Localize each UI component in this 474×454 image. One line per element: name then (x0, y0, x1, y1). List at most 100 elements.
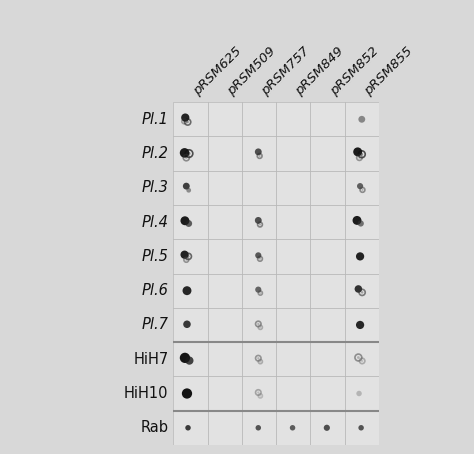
Circle shape (183, 183, 190, 190)
Bar (345, 102, 379, 136)
Circle shape (259, 155, 261, 157)
Text: Rab: Rab (140, 420, 169, 435)
Bar (310, 205, 345, 239)
Circle shape (357, 183, 363, 189)
Text: HiH10: HiH10 (124, 386, 169, 401)
Circle shape (259, 292, 261, 294)
Circle shape (355, 285, 362, 293)
Bar (208, 205, 242, 239)
Bar (276, 239, 310, 273)
Circle shape (360, 153, 363, 156)
Circle shape (181, 216, 190, 225)
Circle shape (186, 188, 191, 192)
Bar (173, 171, 208, 205)
Circle shape (362, 189, 364, 191)
Text: pRSM852: pRSM852 (328, 44, 381, 98)
Circle shape (357, 356, 360, 359)
Circle shape (187, 255, 190, 257)
Circle shape (324, 424, 330, 431)
Circle shape (185, 157, 188, 159)
Bar (276, 273, 310, 308)
Circle shape (182, 286, 191, 295)
Bar (276, 376, 310, 410)
Text: pRSM509: pRSM509 (225, 44, 278, 98)
Text: Pl.1: Pl.1 (142, 112, 169, 127)
Circle shape (182, 388, 192, 399)
Text: Pl.7: Pl.7 (142, 317, 169, 332)
Circle shape (259, 258, 261, 260)
Bar (242, 376, 276, 410)
Text: pRSM625: pRSM625 (191, 44, 244, 98)
Bar (310, 273, 345, 308)
Bar (242, 273, 276, 308)
Circle shape (185, 259, 187, 261)
Circle shape (361, 360, 363, 362)
Circle shape (181, 251, 189, 259)
Text: HiH7: HiH7 (133, 352, 169, 367)
Bar (276, 205, 310, 239)
Bar (345, 239, 379, 273)
Circle shape (185, 220, 192, 227)
Bar (345, 171, 379, 205)
Bar (242, 205, 276, 239)
Text: Pl.6: Pl.6 (142, 283, 169, 298)
Circle shape (358, 116, 365, 123)
Bar (208, 102, 242, 136)
Bar (242, 410, 276, 445)
Circle shape (259, 326, 261, 328)
Bar (173, 410, 208, 445)
Bar (242, 239, 276, 273)
Bar (310, 410, 345, 445)
Circle shape (356, 391, 362, 396)
Circle shape (185, 425, 191, 430)
Bar (276, 410, 310, 445)
Circle shape (255, 286, 261, 293)
Bar (208, 239, 242, 273)
Circle shape (181, 114, 190, 122)
Circle shape (259, 361, 261, 362)
Text: Pl.3: Pl.3 (142, 180, 169, 195)
Bar (208, 171, 242, 205)
Circle shape (188, 152, 191, 155)
Circle shape (356, 321, 364, 329)
Circle shape (361, 291, 364, 294)
Circle shape (290, 425, 295, 430)
Circle shape (257, 357, 259, 359)
Bar (345, 273, 379, 308)
Bar (208, 410, 242, 445)
Bar (276, 308, 310, 342)
Bar (173, 308, 208, 342)
Bar (173, 342, 208, 376)
Circle shape (259, 223, 261, 226)
Bar (276, 102, 310, 136)
Bar (208, 342, 242, 376)
Bar (276, 342, 310, 376)
Bar (345, 410, 379, 445)
Text: pRSM855: pRSM855 (362, 44, 415, 98)
Bar (173, 273, 208, 308)
Bar (310, 376, 345, 410)
Text: Pl.2: Pl.2 (142, 146, 169, 161)
Circle shape (259, 395, 261, 397)
Circle shape (358, 425, 364, 430)
Circle shape (255, 252, 261, 258)
Circle shape (180, 353, 190, 363)
Bar (242, 102, 276, 136)
Bar (310, 171, 345, 205)
Bar (173, 376, 208, 410)
Bar (173, 136, 208, 171)
Bar (242, 171, 276, 205)
Bar (173, 239, 208, 273)
Bar (345, 308, 379, 342)
Bar (208, 273, 242, 308)
Circle shape (185, 356, 193, 365)
Circle shape (255, 148, 262, 155)
Circle shape (257, 391, 259, 394)
Circle shape (356, 252, 364, 261)
Bar (173, 205, 208, 239)
Circle shape (353, 216, 362, 225)
Bar (310, 342, 345, 376)
Bar (208, 308, 242, 342)
Circle shape (353, 148, 362, 156)
Text: Pl.4: Pl.4 (142, 215, 169, 230)
